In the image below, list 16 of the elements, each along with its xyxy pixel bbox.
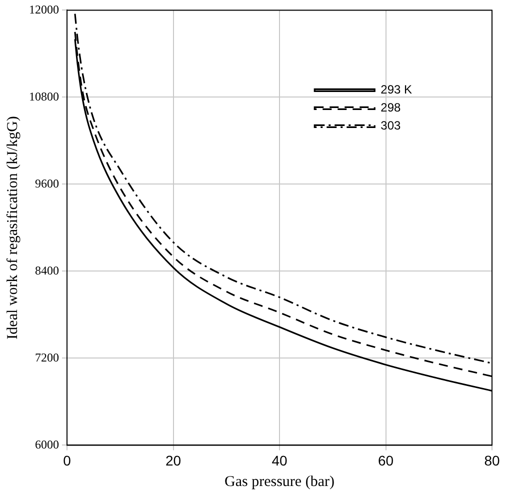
x-axis-title: Gas pressure (bar) [224, 474, 334, 490]
x-tick-label: 60 [378, 452, 394, 468]
legend-label: 293 K [380, 82, 412, 97]
x-tick-label: 0 [63, 452, 72, 468]
x-tick-label: 80 [484, 452, 500, 468]
y-tick-label: 12000 [29, 2, 59, 16]
y-tick-label: 7200 [35, 350, 59, 364]
y-tick-label: 6000 [35, 437, 59, 452]
x-tick-label: 20 [165, 452, 182, 468]
y-axis-title: Ideal work of regasification (kJ/kgG) [4, 116, 21, 340]
x-tick-label: 40 [272, 452, 288, 468]
y-tick-label: 9600 [35, 176, 59, 190]
legend-label: 303 [380, 118, 401, 133]
legend-label: 298 [380, 100, 401, 115]
y-tick-label: 8400 [35, 263, 59, 278]
y-tick-label: 10800 [29, 89, 59, 104]
